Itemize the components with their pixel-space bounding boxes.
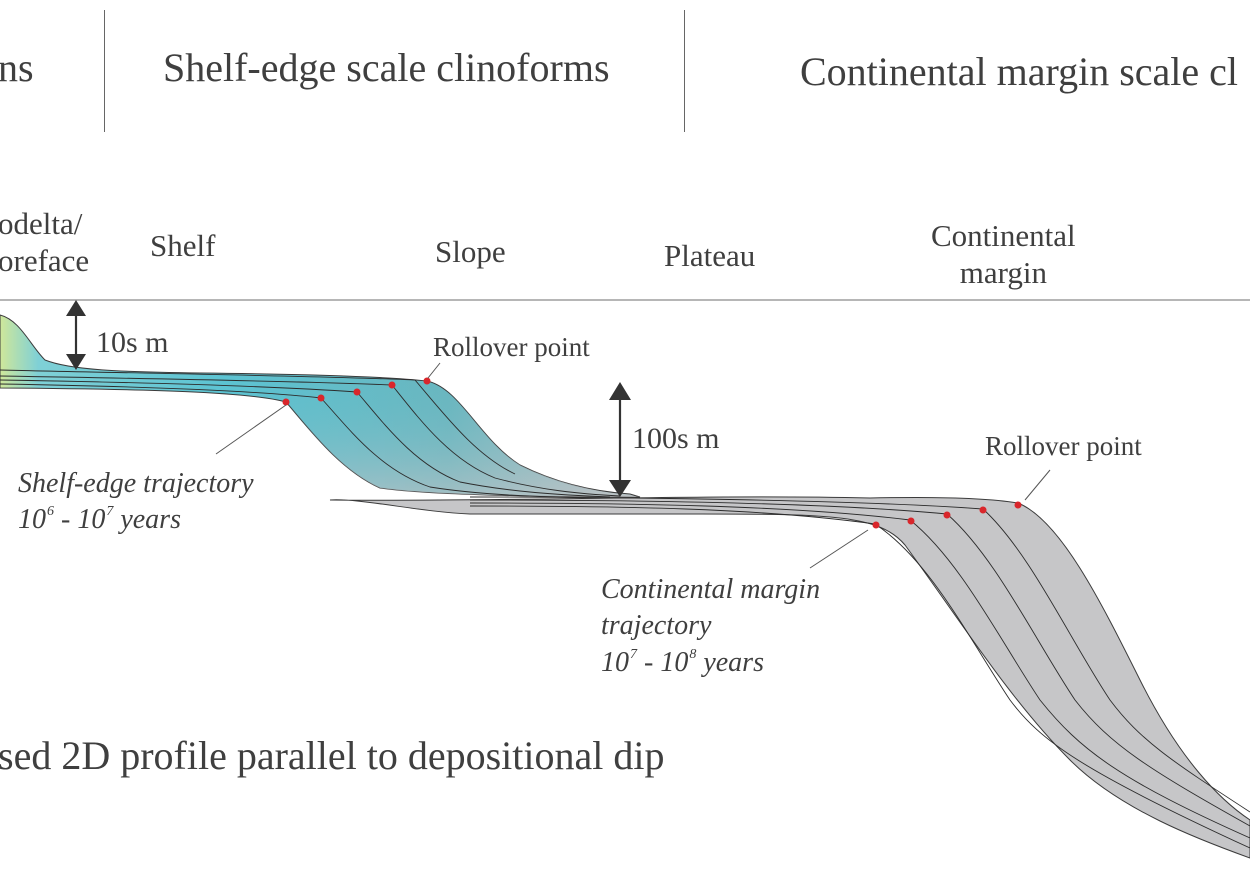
rollover-dot xyxy=(979,506,987,514)
rollover-dot xyxy=(423,377,431,385)
shelf-edge-trajectory-title: Shelf-edge trajectory xyxy=(18,468,254,499)
header-divider-right xyxy=(684,10,685,132)
cm-trajectory-age: 107 - 108 years xyxy=(601,646,764,678)
cm-trajectory-title-1: Continental margin xyxy=(601,574,821,605)
zone-prodelta-line2: oreface xyxy=(0,242,90,278)
zone-slope: Slope xyxy=(435,234,506,269)
header-continental-margin-scale: Continental margin scale cl xyxy=(800,49,1239,94)
zone-plateau: Plateau xyxy=(664,238,756,273)
scale-label-100s-m: 100s m xyxy=(632,422,720,455)
shelf-edge-internal-lines xyxy=(0,369,621,499)
zone-prodelta: odelta/ oreface xyxy=(0,206,89,279)
continental-margin-wedge xyxy=(329,496,1250,859)
shelf-edge-trajectory-age: 106 - 107 years xyxy=(18,504,181,536)
rollover-dot xyxy=(282,398,290,406)
rollover-dot xyxy=(907,517,915,525)
rollover-dot xyxy=(1014,501,1022,509)
continental-margin-internal-lines xyxy=(469,496,1250,849)
zone-prodelta-line1: odelta/ xyxy=(0,206,83,241)
rollover-dot xyxy=(943,511,951,519)
header-divider-left xyxy=(104,10,105,132)
header-shelf-edge-scale: Shelf-edge scale clinoforms xyxy=(163,45,610,90)
zone-continental-margin-line2: margin xyxy=(959,254,1047,290)
continental-margin-trajectory-label: Continental margin trajectory 107 - 108 … xyxy=(601,572,820,681)
cm-rollover-leader xyxy=(1024,469,1051,501)
rollover-dot xyxy=(872,521,880,529)
rollover-dot xyxy=(353,388,361,396)
shelf-edge-trajectory-label: Shelf-edge trajectory 106 - 107 years xyxy=(18,466,254,539)
rollover-dot xyxy=(317,394,325,402)
zone-continental-margin-line1: Continental xyxy=(931,218,1076,253)
scale-label-10s-m: 10s m xyxy=(96,326,169,359)
footer-caption: sed 2D profile parallel to depositional … xyxy=(0,733,665,778)
rollover-label-shelf: Rollover point xyxy=(433,332,590,362)
cm-trajectory-leader xyxy=(809,529,869,569)
cm-trajectory-title-2: trajectory xyxy=(601,610,712,642)
header-left-fragment: ns xyxy=(0,45,34,90)
small-scale-arrow xyxy=(66,300,86,370)
rollover-label-margin: Rollover point xyxy=(985,431,1142,461)
shelf-edge-rollover-dots xyxy=(282,377,431,406)
shelf-rollover-leader xyxy=(427,362,441,379)
shelf-trajectory-leader xyxy=(215,404,287,455)
zone-continental-margin: Continental margin xyxy=(931,218,1076,291)
zone-shelf: Shelf xyxy=(150,228,216,263)
continental-margin-rollover-dots xyxy=(872,501,1022,529)
large-scale-arrow xyxy=(609,382,631,497)
rollover-dot xyxy=(388,381,396,389)
